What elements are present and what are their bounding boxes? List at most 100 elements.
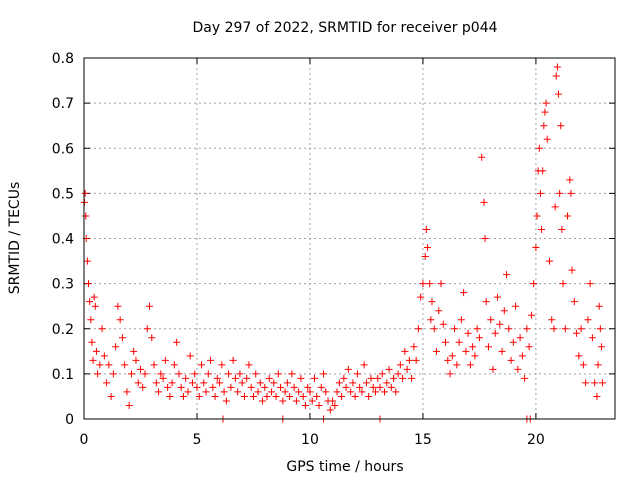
data-point [121, 361, 129, 369]
data-point [559, 280, 567, 288]
data-point [596, 325, 604, 333]
data-point [525, 343, 533, 351]
data-point [157, 370, 165, 378]
data-point [139, 383, 147, 391]
data-point [432, 347, 440, 355]
data-point [527, 311, 535, 319]
data-point [83, 257, 91, 265]
data-point [202, 388, 210, 396]
data-point [475, 334, 483, 342]
data-point [125, 401, 133, 409]
data-point [426, 280, 434, 288]
data-point [143, 325, 151, 333]
data-point [473, 325, 481, 333]
data-point [247, 383, 255, 391]
data-point [360, 361, 368, 369]
data-point [539, 167, 547, 175]
data-point [197, 361, 205, 369]
y-tick-label: 0.6 [52, 141, 74, 157]
data-point [283, 379, 291, 387]
data-point [566, 176, 574, 184]
data-point [591, 379, 599, 387]
data-point [112, 343, 120, 351]
data-point [347, 388, 355, 396]
x-tick-label: 15 [414, 432, 432, 448]
data-point [342, 383, 350, 391]
data-point [588, 334, 596, 342]
data-point [103, 379, 111, 387]
data-point [394, 370, 402, 378]
data-point [532, 244, 540, 252]
data-point [535, 144, 543, 152]
data-point [234, 388, 242, 396]
data-point [408, 374, 416, 382]
data-point [530, 280, 538, 288]
data-point [204, 370, 212, 378]
data-point [505, 325, 513, 333]
data-point [290, 383, 298, 391]
data-point [118, 334, 126, 342]
data-point [123, 388, 131, 396]
data-point [148, 334, 156, 342]
data-point [599, 379, 607, 387]
data-point [218, 361, 226, 369]
x-tick-labels: 0 5 10 15 20 [80, 432, 545, 448]
data-point [166, 392, 174, 400]
y-tick-label: 0.8 [52, 51, 74, 67]
data-point [331, 401, 339, 409]
data-point [584, 316, 592, 324]
data-point [304, 383, 312, 391]
data-point [579, 361, 587, 369]
data-point [437, 280, 445, 288]
data-point [551, 203, 559, 211]
data-point [374, 374, 382, 382]
data-point [471, 352, 479, 360]
data-point [89, 356, 97, 364]
data-point [399, 374, 407, 382]
data-point [430, 325, 438, 333]
data-point [338, 392, 346, 400]
x-axis-label: GPS time / hours [286, 459, 403, 475]
data-point [315, 401, 323, 409]
data-point [168, 379, 176, 387]
data-point [428, 298, 436, 306]
data-point [191, 370, 199, 378]
data-point [263, 392, 271, 400]
data-point [466, 361, 474, 369]
data-point [188, 379, 196, 387]
data-point [552, 72, 560, 80]
data-point [455, 338, 463, 346]
data-point [177, 383, 185, 391]
data-point [184, 388, 192, 396]
data-point [545, 257, 553, 265]
data-point [313, 392, 321, 400]
data-point [550, 325, 558, 333]
y-tick-label: 0.5 [52, 186, 74, 202]
data-point [457, 316, 465, 324]
data-point [594, 361, 602, 369]
data-point [512, 302, 520, 310]
data-point [286, 392, 294, 400]
data-point [538, 225, 546, 233]
data-point [213, 374, 221, 382]
y-tick-label: 0.7 [52, 96, 74, 112]
data-point [277, 383, 285, 391]
data-point [448, 352, 456, 360]
data-point [136, 365, 144, 373]
data-point [299, 392, 307, 400]
data-point [427, 316, 435, 324]
data-point [543, 135, 551, 143]
data-point [442, 338, 450, 346]
data-point [182, 374, 190, 382]
data-point [496, 320, 504, 328]
y-tick-labels: 0 0.1 0.2 0.3 0.4 0.5 0.6 0.7 0.8 [52, 51, 74, 428]
data-point [541, 108, 549, 116]
data-point [523, 325, 531, 333]
data-point [222, 397, 230, 405]
data-point [340, 374, 348, 382]
data-point [419, 280, 427, 288]
data-point [231, 374, 239, 382]
data-point [279, 397, 287, 405]
x-tick-label: 5 [193, 432, 202, 448]
data-point [491, 329, 499, 337]
